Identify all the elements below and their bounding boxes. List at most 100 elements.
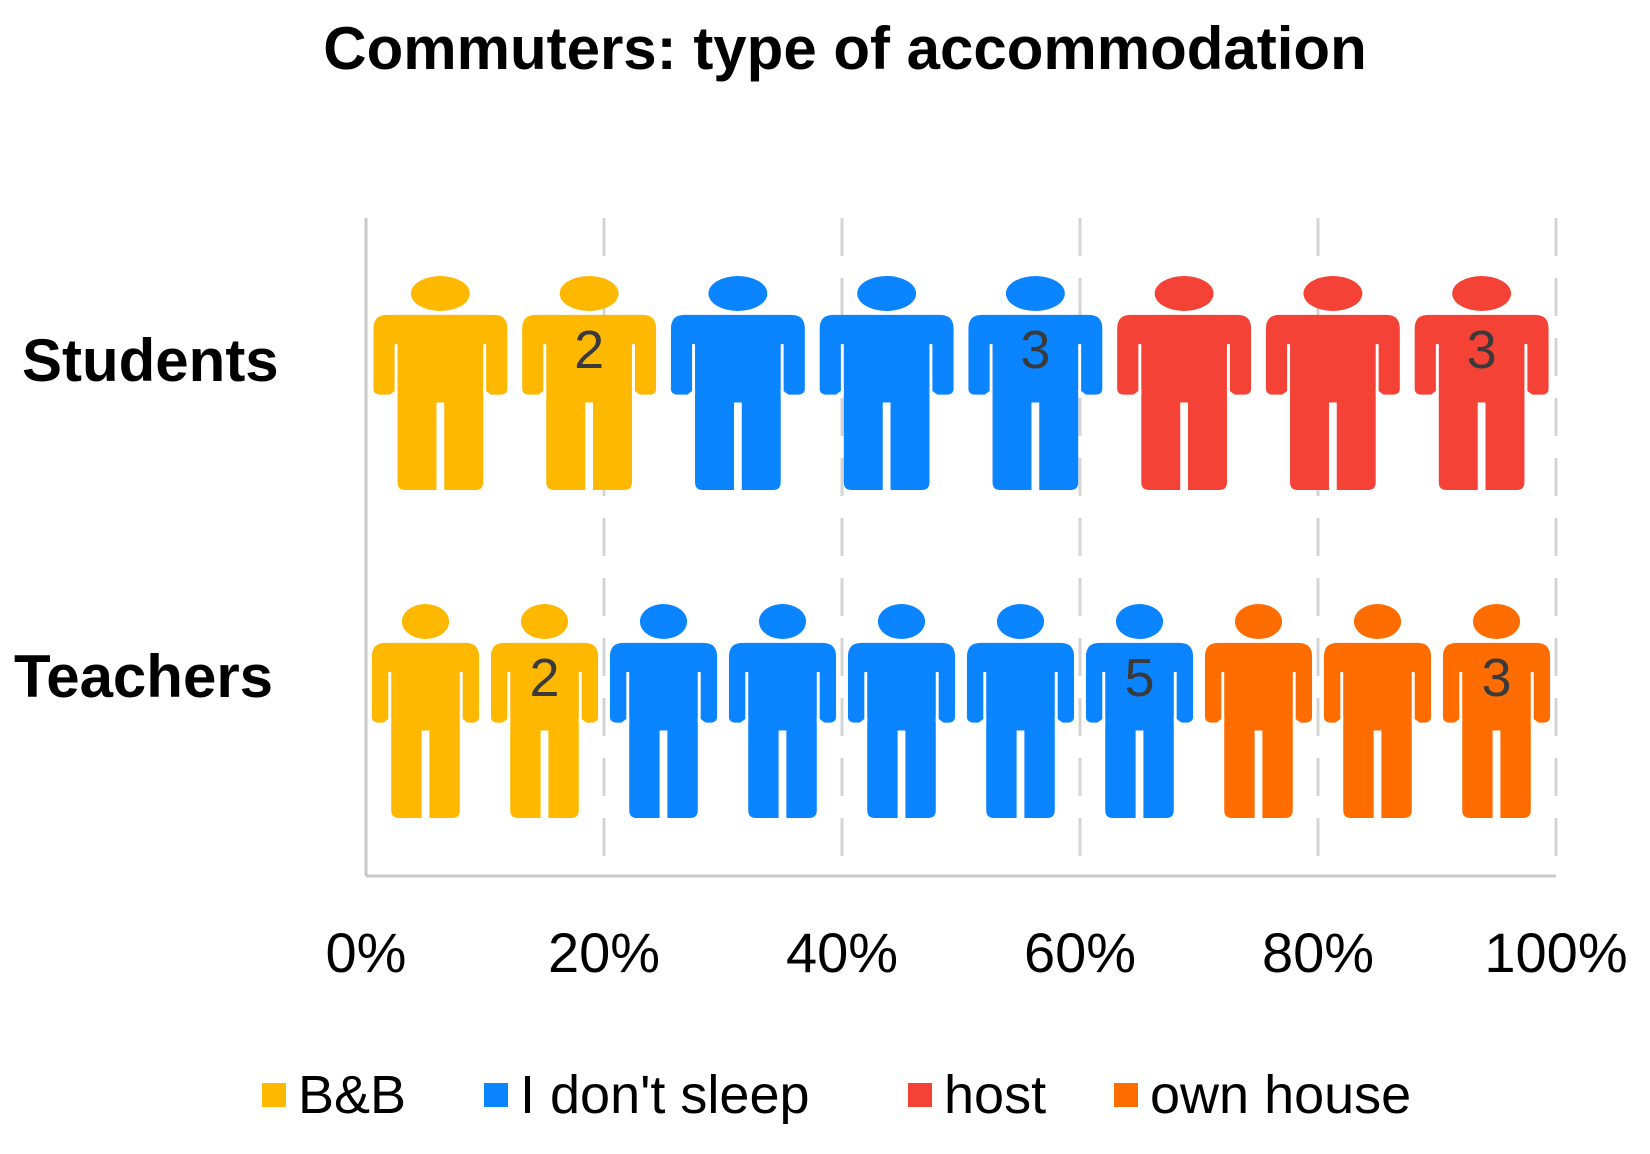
x-tick-label: 80% bbox=[1261, 921, 1375, 984]
person-icon-teachers bbox=[609, 604, 718, 818]
person-icon-students bbox=[670, 276, 805, 490]
arm-gap bbox=[388, 672, 392, 723]
x-tick-label: 20% bbox=[547, 921, 661, 984]
arm-gap bbox=[1102, 672, 1106, 723]
person-body bbox=[670, 314, 805, 490]
person-head bbox=[996, 604, 1045, 640]
person-body bbox=[1442, 642, 1551, 818]
arm-gap bbox=[1226, 344, 1230, 395]
person-icon-students bbox=[968, 276, 1103, 490]
x-tick-label: 40% bbox=[785, 921, 899, 984]
person-icon-teachers bbox=[847, 604, 956, 818]
person-head bbox=[1005, 276, 1065, 312]
legend: B&B I don't sleep host own house bbox=[0, 1064, 1650, 1154]
person-body bbox=[966, 642, 1075, 818]
arm-gap bbox=[1340, 672, 1344, 723]
data-label: 3 bbox=[1020, 320, 1050, 380]
arm-gap bbox=[1138, 344, 1142, 395]
person-head bbox=[1452, 276, 1512, 312]
arm-gap bbox=[1524, 344, 1528, 395]
arm-gap bbox=[1287, 344, 1291, 395]
category-label-students: Students bbox=[22, 327, 279, 394]
person-body bbox=[1117, 314, 1252, 490]
x-tick-label: 100% bbox=[1484, 921, 1628, 984]
person-head bbox=[1303, 276, 1363, 312]
arm-gap bbox=[1375, 344, 1379, 395]
arm-gap bbox=[840, 344, 844, 395]
arm-gap bbox=[989, 344, 993, 395]
arm-gap bbox=[507, 672, 511, 723]
legend-label: I don't sleep bbox=[520, 1065, 810, 1125]
person-body bbox=[373, 314, 508, 490]
chart-title: Commuters: type of accommodation bbox=[323, 15, 1367, 82]
legend-swatch bbox=[908, 1083, 932, 1107]
arm-gap bbox=[1221, 672, 1225, 723]
person-icon-teachers bbox=[371, 604, 480, 818]
arm-gap bbox=[578, 672, 582, 723]
legend-swatch bbox=[484, 1083, 508, 1107]
legend-swatch bbox=[262, 1083, 286, 1107]
data-label: 2 bbox=[574, 320, 604, 380]
person-head bbox=[857, 276, 917, 312]
person-body bbox=[371, 642, 480, 818]
person-head bbox=[520, 604, 569, 640]
arm-gap bbox=[631, 344, 635, 395]
person-head bbox=[639, 604, 688, 640]
person-icon-teachers bbox=[1085, 604, 1194, 818]
arm-gap bbox=[1292, 672, 1296, 723]
person-icon-teachers bbox=[1323, 604, 1432, 818]
arm-gap bbox=[483, 344, 487, 395]
person-body bbox=[968, 314, 1103, 490]
person-body bbox=[847, 642, 956, 818]
arm-gap bbox=[394, 344, 398, 395]
arm-gap bbox=[1411, 672, 1415, 723]
arm-gap bbox=[626, 672, 630, 723]
person-head bbox=[1353, 604, 1402, 640]
person-head bbox=[708, 276, 768, 312]
person-body bbox=[1085, 642, 1194, 818]
person-head bbox=[1234, 604, 1283, 640]
person-icon-teachers bbox=[1442, 604, 1551, 818]
data-label: 3 bbox=[1481, 648, 1511, 708]
arm-gap bbox=[697, 672, 701, 723]
arm-gap bbox=[459, 672, 463, 723]
person-head bbox=[410, 276, 470, 312]
legend-swatch bbox=[1114, 1083, 1138, 1107]
arm-gap bbox=[1078, 344, 1082, 395]
person-head bbox=[1154, 276, 1214, 312]
person-body bbox=[609, 642, 718, 818]
x-tick-label: 60% bbox=[1023, 921, 1137, 984]
person-icon-teachers bbox=[1204, 604, 1313, 818]
person-body bbox=[728, 642, 837, 818]
person-body bbox=[522, 314, 657, 490]
person-head bbox=[1472, 604, 1521, 640]
person-head bbox=[559, 276, 619, 312]
legend-label: host bbox=[944, 1065, 1047, 1125]
x-tick-label: 0% bbox=[325, 921, 407, 984]
arm-gap bbox=[983, 672, 987, 723]
person-body bbox=[819, 314, 954, 490]
person-icon-teachers bbox=[966, 604, 1075, 818]
person-body bbox=[490, 642, 599, 818]
person-body bbox=[1265, 314, 1400, 490]
person-icon-students bbox=[1414, 276, 1549, 490]
legend-item: B&B bbox=[262, 1064, 406, 1126]
arm-gap bbox=[543, 344, 547, 395]
person-icon-teachers bbox=[728, 604, 837, 818]
arm-gap bbox=[864, 672, 868, 723]
person-body bbox=[1204, 642, 1313, 818]
arm-gap bbox=[816, 672, 820, 723]
arm-gap bbox=[1435, 344, 1439, 395]
person-icon-students bbox=[819, 276, 954, 490]
data-label: 5 bbox=[1124, 648, 1154, 708]
arm-gap bbox=[935, 672, 939, 723]
arm-gap bbox=[1173, 672, 1177, 723]
person-icon-teachers bbox=[490, 604, 599, 818]
person-head bbox=[401, 604, 450, 640]
person-head bbox=[1115, 604, 1164, 640]
arm-gap bbox=[745, 672, 749, 723]
data-label: 3 bbox=[1467, 320, 1497, 380]
legend-item: host bbox=[908, 1064, 1046, 1126]
arm-gap bbox=[780, 344, 784, 395]
